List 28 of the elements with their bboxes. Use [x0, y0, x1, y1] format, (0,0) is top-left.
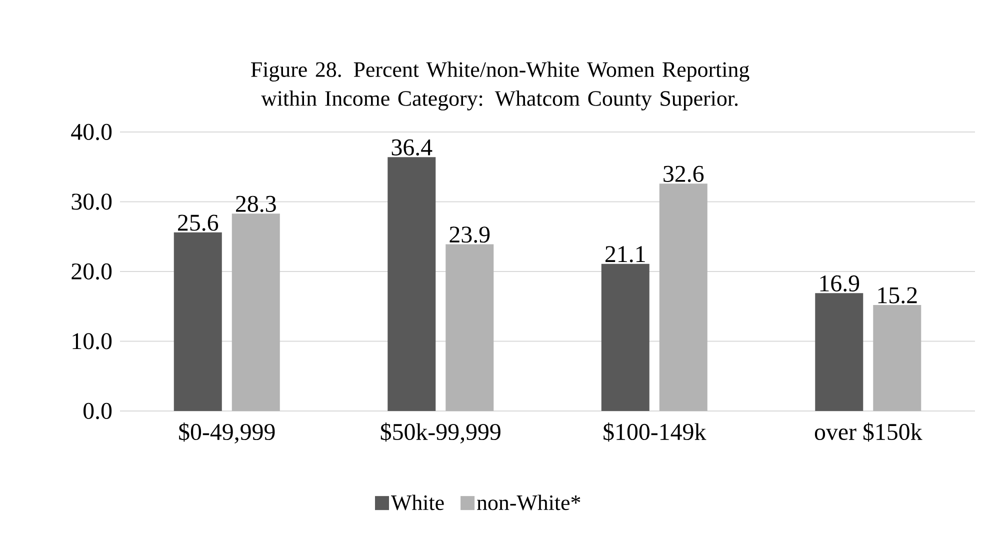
y-tick-label: 20.0 — [72, 263, 112, 280]
data-label: 32.6 — [664, 166, 704, 182]
bar — [174, 232, 222, 411]
legend-label: non-White* — [477, 494, 580, 510]
x-tick-label: $50k-99,999 — [380, 422, 500, 444]
x-tick-label: $100-149k — [604, 422, 706, 442]
bar — [601, 264, 650, 411]
y-tick-label: 10.0 — [72, 333, 112, 350]
y-tick-label: 30.0 — [72, 194, 112, 210]
x-tick-label: over $150k — [814, 422, 922, 442]
data-label: 21.1 — [606, 246, 645, 262]
data-label: 16.9 — [820, 275, 860, 292]
data-label: 15.2 — [878, 287, 917, 304]
data-label: 28.3 — [236, 196, 276, 212]
bar — [873, 304, 922, 411]
x-tick-label: $0-49,999 — [179, 422, 275, 444]
data-label: 25.6 — [178, 214, 218, 231]
y-tick-label: 0.0 — [84, 402, 112, 420]
y-tick-label: 40.0 — [71, 124, 112, 140]
data-label: 23.9 — [450, 226, 490, 243]
bar — [815, 293, 864, 411]
bar — [659, 184, 708, 411]
bar — [388, 157, 436, 411]
bar — [446, 244, 494, 411]
data-label: 36.4 — [392, 139, 432, 156]
chart-title: Figure 28. Percent White/non-White Women Reporting within Income Category: Whatcom County Superior. — [251, 62, 750, 110]
legend-label: White — [391, 494, 444, 510]
bar — [232, 214, 280, 411]
